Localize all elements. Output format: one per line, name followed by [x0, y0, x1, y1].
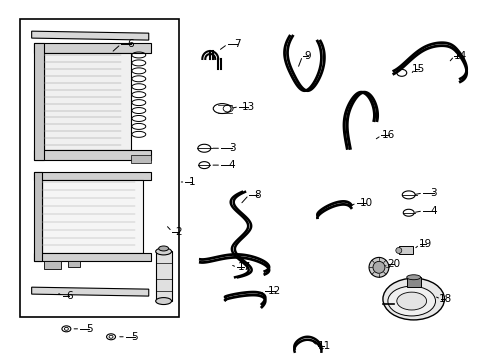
Ellipse shape	[155, 298, 171, 305]
Circle shape	[372, 261, 384, 273]
Text: 2: 2	[175, 226, 182, 237]
Text: 16: 16	[382, 130, 395, 140]
Text: 20: 20	[386, 259, 400, 269]
Polygon shape	[32, 31, 148, 40]
Bar	[398, 247, 412, 255]
Text: 7: 7	[233, 39, 240, 49]
Bar	[20, 19, 178, 317]
Bar	[34, 150, 150, 160]
Text: 3: 3	[429, 188, 436, 198]
Text: 15: 15	[411, 64, 425, 74]
Text: 19: 19	[418, 239, 431, 249]
Ellipse shape	[396, 292, 426, 310]
Text: 12: 12	[267, 286, 281, 296]
Bar	[131, 155, 150, 163]
Text: 6: 6	[66, 291, 73, 301]
Text: 4: 4	[429, 206, 436, 216]
Text: 1: 1	[189, 177, 195, 187]
Text: 14: 14	[453, 51, 466, 61]
Ellipse shape	[158, 246, 168, 251]
Ellipse shape	[382, 278, 444, 320]
Text: 6: 6	[127, 39, 134, 49]
Polygon shape	[32, 287, 148, 296]
Text: 10: 10	[359, 198, 372, 208]
Ellipse shape	[387, 286, 435, 316]
Text: 17: 17	[237, 262, 250, 272]
Text: 11: 11	[317, 341, 330, 351]
Text: 13: 13	[241, 102, 254, 112]
Bar	[68, 261, 80, 267]
Bar	[43, 261, 61, 269]
Bar	[34, 172, 41, 261]
Text: 8: 8	[254, 190, 261, 200]
Bar	[406, 277, 420, 287]
Text: 18: 18	[438, 294, 451, 304]
Bar	[34, 43, 43, 160]
Bar	[41, 180, 142, 253]
Ellipse shape	[406, 275, 420, 280]
Bar	[43, 53, 131, 150]
Bar	[155, 251, 171, 301]
Circle shape	[368, 257, 388, 277]
Ellipse shape	[155, 248, 171, 255]
Bar	[34, 172, 150, 180]
Text: 3: 3	[228, 143, 235, 153]
Text: 5: 5	[131, 332, 138, 342]
Ellipse shape	[395, 247, 401, 253]
Text: 5: 5	[86, 324, 92, 334]
Text: 9: 9	[304, 51, 310, 61]
Text: 4: 4	[228, 160, 235, 170]
Bar	[34, 253, 150, 261]
Bar	[34, 43, 150, 53]
